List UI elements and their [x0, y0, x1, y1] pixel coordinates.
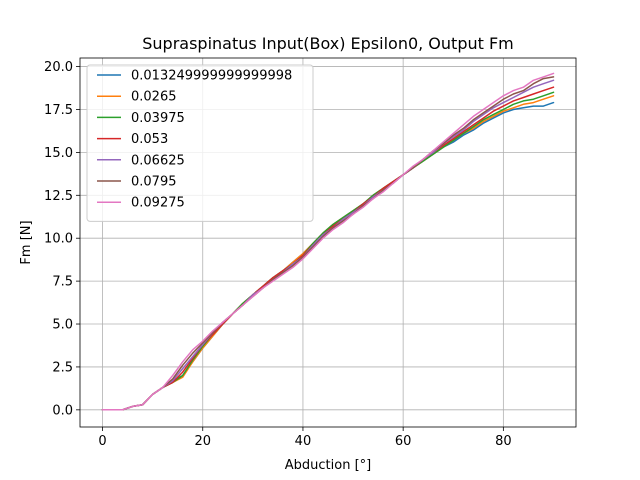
- legend-box: [86, 64, 314, 222]
- legend-label: 0.0795: [131, 175, 177, 190]
- legend-label: 0.0265: [131, 90, 177, 105]
- y-tick-label: 20.0: [44, 60, 73, 75]
- y-axis: 0.0 2.5 5.0 7.5 10.0 12.5 15.0 17.5 20.0: [44, 60, 80, 418]
- x-tick-label: 40: [295, 434, 312, 449]
- y-tick-label: 15.0: [44, 146, 73, 161]
- legend: 0.013249999999999998 0.0265 0.03975 0.053 0.…: [86, 64, 314, 222]
- x-tick-label: 80: [495, 434, 512, 449]
- series-line: [101, 91, 555, 411]
- series-line: [101, 86, 555, 411]
- y-tick-label: 0.0: [52, 403, 73, 418]
- legend-label: 0.053: [131, 132, 168, 147]
- y-tick-label: 5.0: [52, 318, 73, 333]
- y-tick-label: 12.5: [44, 189, 73, 204]
- legend-label: 0.06625: [131, 153, 185, 168]
- x-tick-label: 20: [194, 434, 211, 449]
- chart-title: Supraspinatus Input(Box) Epsilon0, Outpu…: [142, 34, 514, 53]
- series-line: [101, 76, 555, 411]
- y-tick-label: 10.0: [44, 232, 73, 247]
- legend-label: 0.013249999999999998: [131, 69, 292, 84]
- plot-frame: [79, 57, 577, 428]
- y-tick-label: 2.5: [52, 360, 73, 375]
- y-tick-label: 7.5: [52, 275, 73, 290]
- x-tick-label: 60: [395, 434, 412, 449]
- legend-label: 0.03975: [131, 111, 185, 126]
- legend-label: 0.09275: [131, 196, 185, 211]
- y-axis-label: Fm [N]: [19, 220, 34, 264]
- series-lines: [101, 72, 555, 411]
- x-axis: 0 20 40 60 80: [98, 427, 512, 449]
- y-tick-label: 17.5: [44, 103, 73, 118]
- series-line: [101, 72, 555, 411]
- x-axis-label: Abduction [°]: [285, 458, 371, 473]
- x-tick-label: 0: [98, 434, 106, 449]
